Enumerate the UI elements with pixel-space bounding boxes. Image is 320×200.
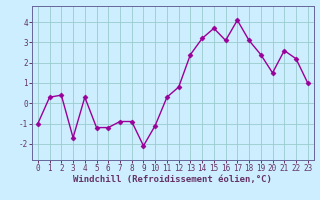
- X-axis label: Windchill (Refroidissement éolien,°C): Windchill (Refroidissement éolien,°C): [73, 175, 272, 184]
